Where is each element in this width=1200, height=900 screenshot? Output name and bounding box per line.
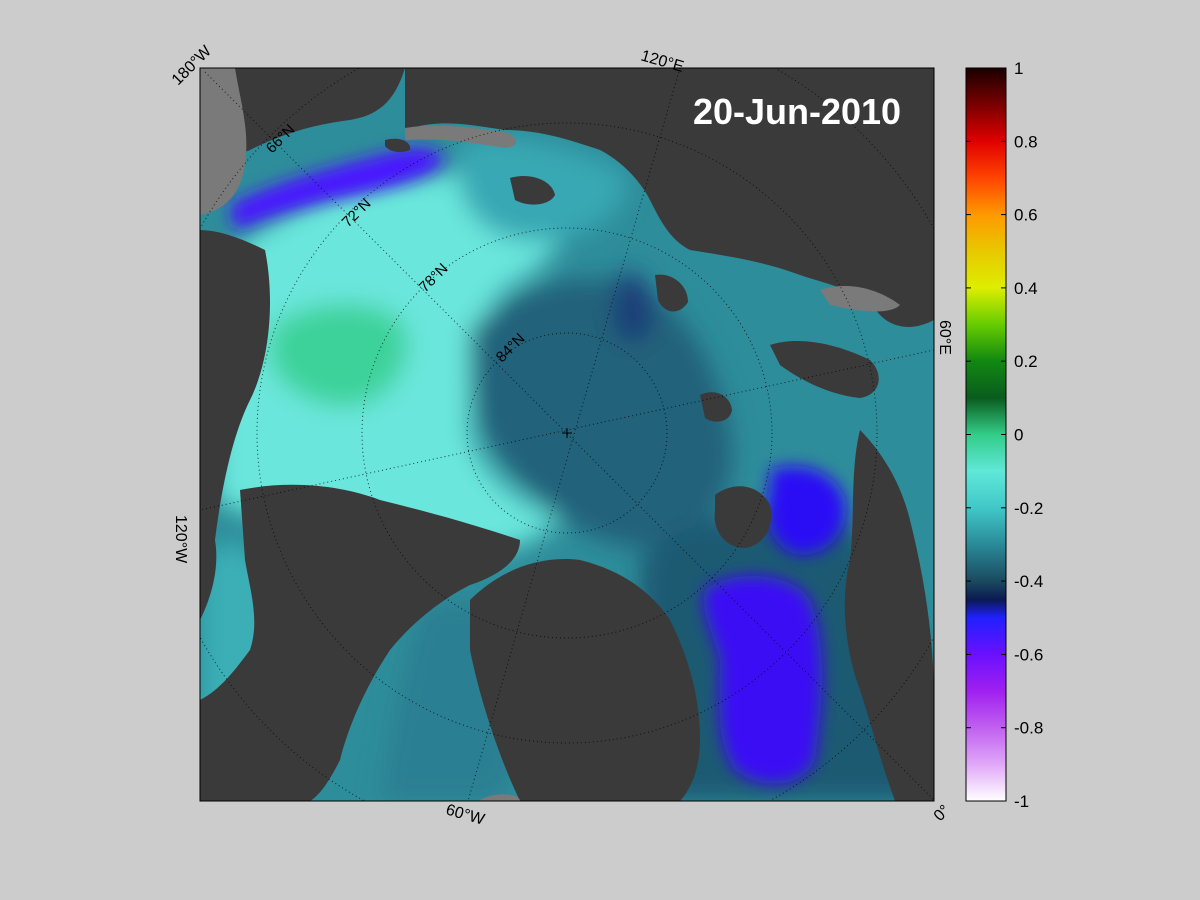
colorbar-tick-label: 1: [1014, 59, 1023, 78]
lat-78: [361, 227, 773, 639]
lon-label-0: 0°: [931, 802, 954, 825]
land-svalbard: [714, 486, 772, 548]
land-canadian-archipelago: [200, 484, 520, 801]
coast-fill-alaska: [200, 68, 247, 215]
colorbar-tick-label: 0.2: [1014, 352, 1038, 371]
colorbar-tick-label: -0.8: [1014, 719, 1043, 738]
region-greenland-sea-low: [703, 576, 822, 784]
lat-72: [256, 122, 878, 744]
coast-fill-kara: [820, 285, 900, 312]
land-scandinavia: [844, 430, 934, 801]
coast-fill: [200, 68, 900, 801]
colorbar-tick-label: 0.8: [1014, 132, 1038, 151]
land-north-america: [200, 230, 270, 620]
lon-label-60w: 60°W: [444, 802, 487, 829]
date-label: 20-Jun-2010: [693, 91, 901, 132]
colorbar-tick-label: -0.4: [1014, 572, 1043, 591]
region-barents-low: [766, 466, 846, 555]
land-alaska: [200, 68, 405, 185]
colorbar-tick-label: -1: [1014, 792, 1029, 811]
colorbar-tick-label: 0.6: [1014, 206, 1038, 225]
land-siberia: [405, 68, 934, 327]
land-wrangel: [385, 138, 411, 153]
region-kara-dark: [612, 270, 654, 343]
land: [200, 68, 934, 801]
lon-label-120w: 120°W: [172, 515, 189, 564]
coast-fill-baffin: [480, 794, 520, 801]
graticule: [200, 68, 934, 801]
land-greenland: [470, 559, 700, 801]
coast-fill-chukchi: [405, 125, 517, 148]
region-beaufort-shelf-low: [230, 148, 445, 230]
colorbar-ramp: [965, 67, 1007, 802]
colorbar-tick-label: -0.6: [1014, 645, 1043, 664]
colorbar-tick-label: 0.4: [1014, 279, 1038, 298]
colorbar-ticks: 1 0.8 0.6 0.4 0.2 0 -0.2 -0.4 -0.6 -0.8 -1: [966, 59, 1043, 811]
map-frame: [199, 67, 935, 802]
land-severnaya-zemlya: [655, 274, 688, 312]
colorbar-tick-label: 0: [1014, 426, 1023, 445]
land-novaya-zemlya: [770, 340, 879, 398]
region-central-basin: [470, 278, 733, 548]
lon-label-60e: 60°E: [936, 320, 953, 355]
colorbar-tick-label: -0.2: [1014, 499, 1043, 518]
map-panel: 66°N 72°N 78°N 84°N 20-Jun-2010: [200, 68, 934, 801]
land-new-siberian-islands: [510, 175, 555, 205]
colorbar: 1 0.8 0.6 0.4 0.2 0 -0.2 -0.4 -0.6 -0.8 -1: [965, 59, 1043, 811]
lat-84: [466, 332, 668, 534]
region-east-siberian-high: [270, 303, 408, 407]
land-franz-josef: [700, 392, 732, 422]
north-pole-marker: [562, 428, 572, 438]
